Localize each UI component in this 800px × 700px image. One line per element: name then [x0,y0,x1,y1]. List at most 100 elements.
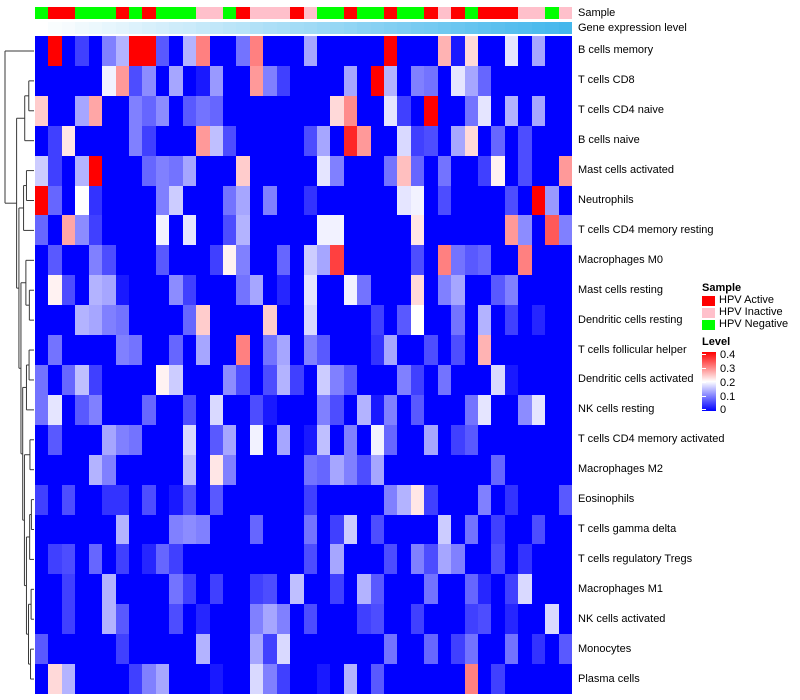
heatmap-cell [196,155,210,186]
heatmap-cell [169,125,183,156]
heatmap-cell [330,454,344,485]
heatmap-cell [504,155,519,186]
heatmap-cell [343,245,358,276]
heatmap-cell [343,394,358,425]
heatmap-cell [437,454,452,485]
heatmap-cell [102,664,116,694]
heatmap-cell [249,275,264,306]
heatmap-cell [437,245,452,276]
heatmap-cell [236,335,250,365]
heatmap-cell [196,305,210,336]
heatmap-cell [558,394,572,425]
heatmap-cell [451,574,465,605]
row-label: T cells gamma delta [578,523,677,535]
heatmap-cell [102,36,116,66]
heatmap-cell [236,394,250,425]
heatmap-cell [209,215,223,246]
heatmap-cell [410,454,425,485]
heatmap-cell [478,275,492,306]
heatmap-cell [491,454,505,485]
heatmap-cell [209,514,223,545]
heatmap-cell [209,155,223,186]
heatmap-cell [491,95,505,126]
heatmap-cell [169,245,183,276]
heatmap-cell [451,215,465,246]
heatmap-cell [196,275,210,306]
heatmap-cell [491,514,505,545]
heatmap-cell [531,335,546,365]
heatmap-cell [370,245,385,276]
heatmap-cell [330,514,344,545]
heatmap-cell [478,305,492,336]
sample-annotation-cell [424,7,438,19]
heatmap-cell [263,95,277,126]
heatmap-cell [464,305,479,336]
heatmap-cell [128,604,143,635]
heatmap-cell [128,514,143,545]
heatmap-cell [558,335,572,365]
heatmap-cell [155,65,170,96]
heatmap-cell [222,215,237,246]
heatmap-cell [437,574,452,605]
heatmap-cell [249,36,264,66]
heatmap-cell [249,364,264,395]
hpv-active-label: HPV Active [719,294,775,306]
heatmap-cell [61,544,76,575]
heatmap-cell [142,664,156,694]
heatmap-cell [330,65,344,96]
heatmap-cell [518,484,532,515]
heatmap-cell [102,125,116,156]
legend-item-hpv-inactive: HPV Inactive [702,307,800,318]
heatmap-cell [558,245,572,276]
heatmap-cell [75,484,89,515]
heatmap-cell [504,604,519,635]
sample-annotation-cell [182,7,197,19]
gene-expression-annotation-cell [316,22,331,34]
heatmap-cell [424,394,438,425]
heatmap-grid [35,36,572,694]
heatmap-cell [290,36,304,66]
sample-annotation-cell [330,7,344,19]
heatmap-cell [370,335,385,365]
hpv-inactive-swatch [702,307,715,318]
heatmap-cell [370,275,385,306]
heatmap-cell [518,305,532,336]
heatmap-cell [102,95,116,126]
heatmap-cell [290,364,304,395]
heatmap-cell [142,424,156,455]
heatmap-cell [263,65,277,96]
heatmap-cell [249,454,264,485]
heatmap-cell [491,245,505,276]
sample-annotation-cell [290,7,304,19]
heatmap-cell [115,514,129,545]
heatmap-cell [330,275,344,306]
heatmap-cell [370,65,385,96]
row-label: B cells memory [578,44,654,57]
heatmap-cell [75,275,89,306]
heatmap-cell [437,65,452,96]
heatmap-cell [249,95,264,126]
heatmap-cell [370,484,385,515]
heatmap-cell [397,155,411,186]
heatmap-cell [343,604,358,635]
heatmap-cell [504,95,519,126]
heatmap-cell [451,364,465,395]
heatmap-cell [236,95,250,126]
heatmap-cell [518,454,532,485]
heatmap-cell [263,125,277,156]
level-tick-label: 0.3 [720,363,736,375]
gene-expression-annotation-cell [384,22,398,34]
heatmap-cell [48,544,62,575]
heatmap-cell [343,275,358,306]
heatmap-cell [491,65,505,96]
heatmap-cell [263,394,277,425]
level-tick-label: 0.4 [720,349,736,361]
heatmap-cell [397,65,411,96]
heatmap-cell [491,215,505,246]
heatmap-cell [276,275,291,306]
heatmap-cell [222,125,237,156]
heatmap-cell [437,664,452,694]
heatmap-cell [115,275,129,306]
heatmap-cell [102,424,116,455]
sample-annotation-cell [357,7,371,19]
